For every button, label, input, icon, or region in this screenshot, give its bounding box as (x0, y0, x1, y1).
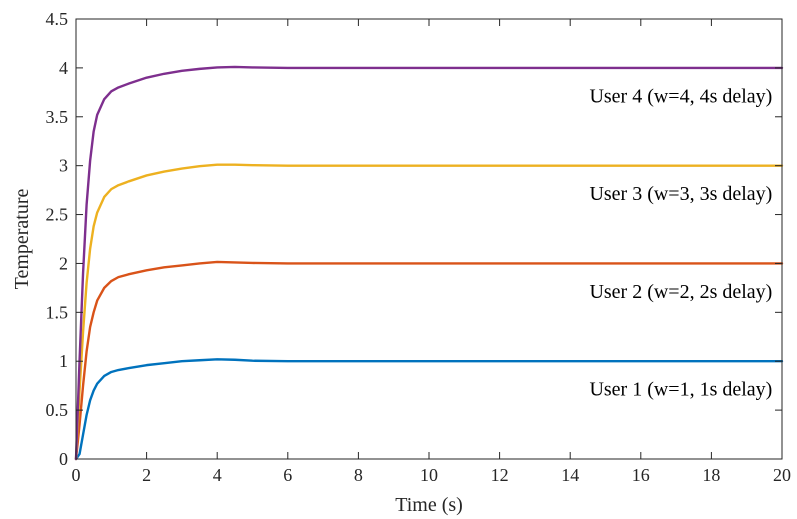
x-axis-title: Time (s) (395, 494, 463, 516)
y-tick-label: 3.5 (46, 107, 69, 127)
annotation-user-4: User 4 (w=4, 4s delay) (589, 85, 772, 107)
y-tick-label: 1.5 (46, 302, 69, 322)
x-tick-label: 0 (72, 465, 81, 485)
series-line-user-2 (74, 260, 784, 461)
y-tick-label: 2.5 (46, 205, 69, 225)
x-tick-label: 14 (561, 465, 579, 485)
x-tick-label: 4 (213, 465, 222, 485)
x-tick-label: 6 (283, 465, 292, 485)
y-axis-ticks: 0 0.5 1 1.5 2 2.5 3 3.5 4 4.5 (46, 9, 782, 469)
y-tick-label: 3 (59, 156, 68, 176)
series-annotations: User 4 (w=4, 4s delay) User 3 (w=3, 3s de… (589, 85, 772, 400)
x-tick-label: 12 (491, 465, 509, 485)
series-line-user-4 (74, 65, 784, 461)
x-tick-label: 2 (142, 465, 151, 485)
y-tick-label: 1 (59, 351, 68, 371)
y-tick-label: 0.5 (46, 400, 69, 420)
series-layer (74, 65, 784, 461)
annotation-user-3: User 3 (w=3, 3s delay) (589, 183, 772, 205)
y-axis-title: Temperature (11, 188, 33, 289)
annotation-user-2: User 2 (w=2, 2s delay) (589, 281, 772, 303)
y-tick-label: 4.5 (46, 9, 69, 29)
x-tick-label: 20 (773, 465, 791, 485)
x-tick-label: 8 (354, 465, 363, 485)
x-tick-label: 16 (632, 465, 650, 485)
x-tick-label: 18 (702, 465, 720, 485)
x-tick-label: 10 (420, 465, 438, 485)
series-line-user-3 (74, 163, 784, 461)
x-axis-ticks: 0 2 4 6 8 10 12 14 16 18 20 (72, 19, 791, 485)
annotation-user-1: User 1 (w=1, 1s delay) (589, 379, 772, 401)
y-tick-label: 4 (59, 58, 68, 78)
y-tick-label: 0 (59, 449, 68, 469)
series-line-user-1 (74, 358, 784, 461)
y-tick-label: 2 (59, 253, 68, 273)
